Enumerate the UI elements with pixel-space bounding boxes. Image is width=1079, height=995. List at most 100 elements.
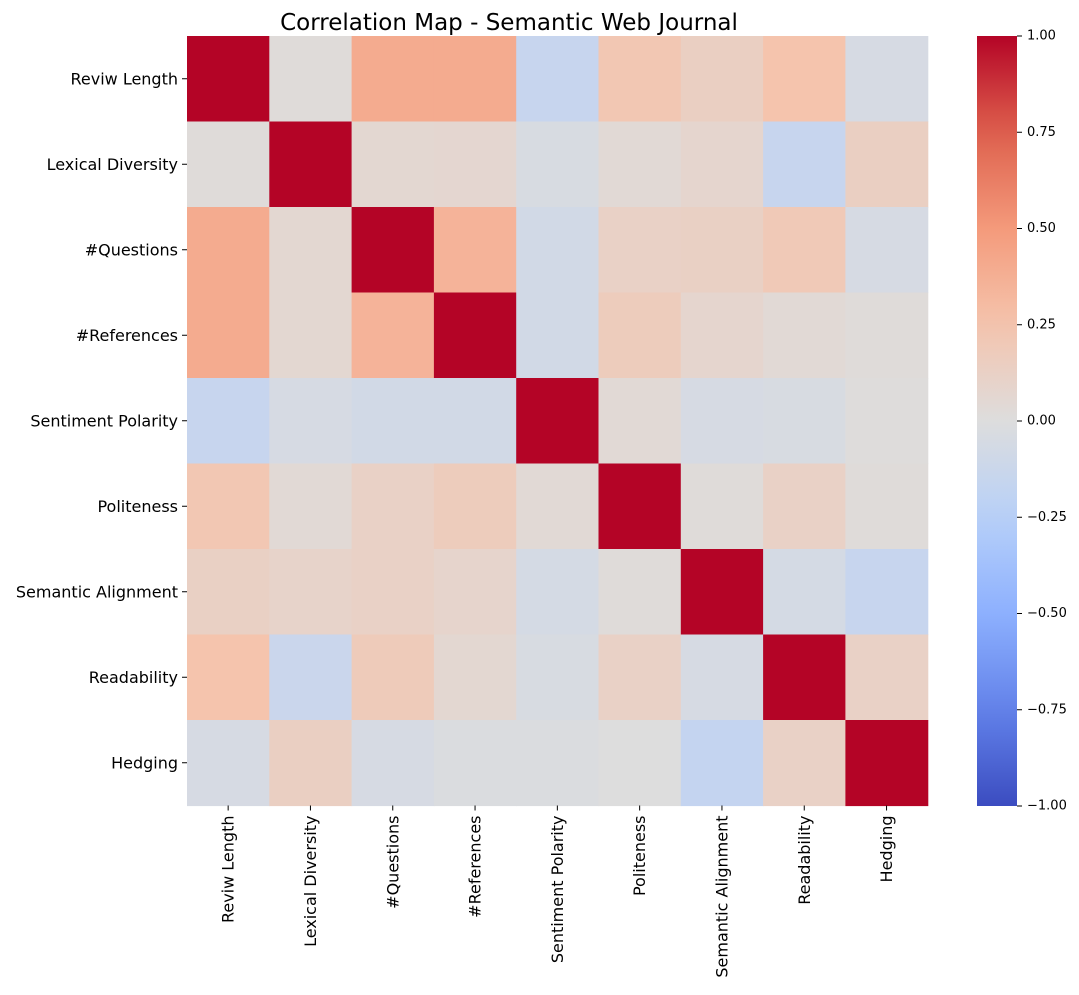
- row-label: Sentiment Polarity: [30, 411, 178, 430]
- heatmap-cell: [351, 634, 435, 721]
- column-label: Hedging: [877, 816, 896, 883]
- heatmap-cell: [351, 549, 435, 636]
- heatmap-cell: [598, 207, 682, 294]
- row-labels: Reviw Length Lexical Diversity #Questions #…: [16, 69, 187, 772]
- heatmap-cell: [433, 720, 517, 807]
- heatmap-cell: [269, 549, 353, 636]
- heatmap-cell: [680, 207, 764, 294]
- heatmap-cell: [187, 36, 270, 123]
- column-label: #References: [466, 816, 485, 918]
- heatmap-cell: [763, 720, 846, 807]
- heatmap-cell: [680, 549, 764, 636]
- colorbar-tick-label: −1.00: [1027, 799, 1067, 814]
- colorbar: 1.00 0.75 0.50 0.25 0.00 −0.25 −0.50 −0.75 −1.00: [977, 29, 1067, 814]
- heatmap-cell: [516, 121, 600, 208]
- heatmap-cell: [763, 634, 846, 721]
- heatmap-cell: [598, 634, 682, 721]
- colorbar-tick-label: 0.50: [1027, 221, 1056, 236]
- column-label: Politeness: [630, 816, 649, 897]
- heatmap-cell: [433, 634, 517, 721]
- heatmap-cell: [598, 720, 682, 807]
- heatmap-cell: [845, 634, 929, 721]
- heatmap-cell: [433, 207, 517, 294]
- heatmap-cell: [187, 207, 270, 294]
- heatmap-cell: [269, 634, 353, 721]
- heatmap-cell: [845, 720, 929, 807]
- heatmap-cell: [598, 378, 682, 465]
- heatmap-cell: [187, 463, 270, 550]
- heatmap-cell: [351, 36, 435, 123]
- heatmap-cell: [680, 36, 764, 123]
- heatmap-cell: [763, 121, 846, 208]
- row-label: #Questions: [85, 240, 178, 259]
- column-label: Sentiment Polarity: [548, 816, 567, 964]
- row-label: #References: [76, 326, 178, 345]
- colorbar-gradient: [977, 36, 1017, 806]
- heatmap-cell: [516, 36, 600, 123]
- heatmap-cell: [680, 378, 764, 465]
- column-labels: Reviw Length Lexical Diversity #Questions #…: [219, 805, 896, 978]
- heatmap-cell: [351, 378, 435, 465]
- heatmap-cell: [516, 378, 600, 465]
- heatmap-cell: [433, 549, 517, 636]
- heatmap-cell: [598, 121, 682, 208]
- heatmap-cell: [680, 121, 764, 208]
- row-label: Politeness: [97, 497, 178, 516]
- row-label: Reviw Length: [70, 69, 178, 88]
- heatmap-cells: [187, 36, 929, 807]
- heatmap-cell: [680, 463, 764, 550]
- heatmap-cell: [680, 292, 764, 379]
- heatmap-cell: [433, 121, 517, 208]
- heatmap-cell: [269, 378, 353, 465]
- row-label: Lexical Diversity: [47, 155, 178, 174]
- heatmap-cell: [845, 292, 929, 379]
- heatmap-cell: [433, 36, 517, 123]
- colorbar-tick-label: 1.00: [1027, 29, 1056, 44]
- heatmap-cell: [433, 378, 517, 465]
- column-label: #Questions: [383, 816, 402, 909]
- heatmap-cell: [187, 378, 270, 465]
- heatmap-cell: [845, 378, 929, 465]
- colorbar-tick-label: 0.00: [1027, 414, 1056, 429]
- heatmap-cell: [516, 207, 600, 294]
- column-label: Lexical Diversity: [301, 816, 320, 947]
- heatmap-cell: [269, 36, 353, 123]
- heatmap-cell: [269, 292, 353, 379]
- row-label: Readability: [89, 668, 178, 687]
- heatmap-cell: [598, 549, 682, 636]
- heatmap-cell: [351, 720, 435, 807]
- heatmap-cell: [845, 36, 929, 123]
- heatmap-cell: [187, 720, 270, 807]
- heatmap-cell: [351, 292, 435, 379]
- heatmap-cell: [763, 207, 846, 294]
- heatmap-cell: [269, 207, 353, 294]
- heatmap-cell: [351, 121, 435, 208]
- colorbar-tick-label: −0.25: [1027, 510, 1067, 525]
- heatmap-cell: [598, 36, 682, 123]
- heatmap-cell: [845, 463, 929, 550]
- heatmap-cell: [516, 292, 600, 379]
- colorbar-tick-label: 0.75: [1027, 125, 1056, 140]
- heatmap-cell: [187, 634, 270, 721]
- colorbar-tick-label: −0.75: [1027, 702, 1067, 717]
- heatmap-cell: [516, 463, 600, 550]
- heatmap-cell: [845, 121, 929, 208]
- heatmap-cell: [433, 463, 517, 550]
- column-label: Readability: [795, 816, 814, 905]
- colorbar-tick-label: −0.50: [1027, 606, 1067, 621]
- heatmap-cell: [351, 207, 435, 294]
- heatmap-cell: [351, 463, 435, 550]
- heatmap-cell: [598, 463, 682, 550]
- heatmap-cell: [680, 720, 764, 807]
- heatmap-cell: [269, 121, 353, 208]
- heatmap-cell: [845, 207, 929, 294]
- row-label: Hedging: [111, 753, 178, 772]
- heatmap-cell: [269, 463, 353, 550]
- column-label: Reviw Length: [219, 816, 238, 924]
- heatmap-cell: [763, 549, 846, 636]
- heatmap-cell: [516, 549, 600, 636]
- column-label: Semantic Alignment: [712, 816, 731, 978]
- chart-title: Correlation Map - Semantic Web Journal: [280, 10, 738, 36]
- heatmap-cell: [516, 634, 600, 721]
